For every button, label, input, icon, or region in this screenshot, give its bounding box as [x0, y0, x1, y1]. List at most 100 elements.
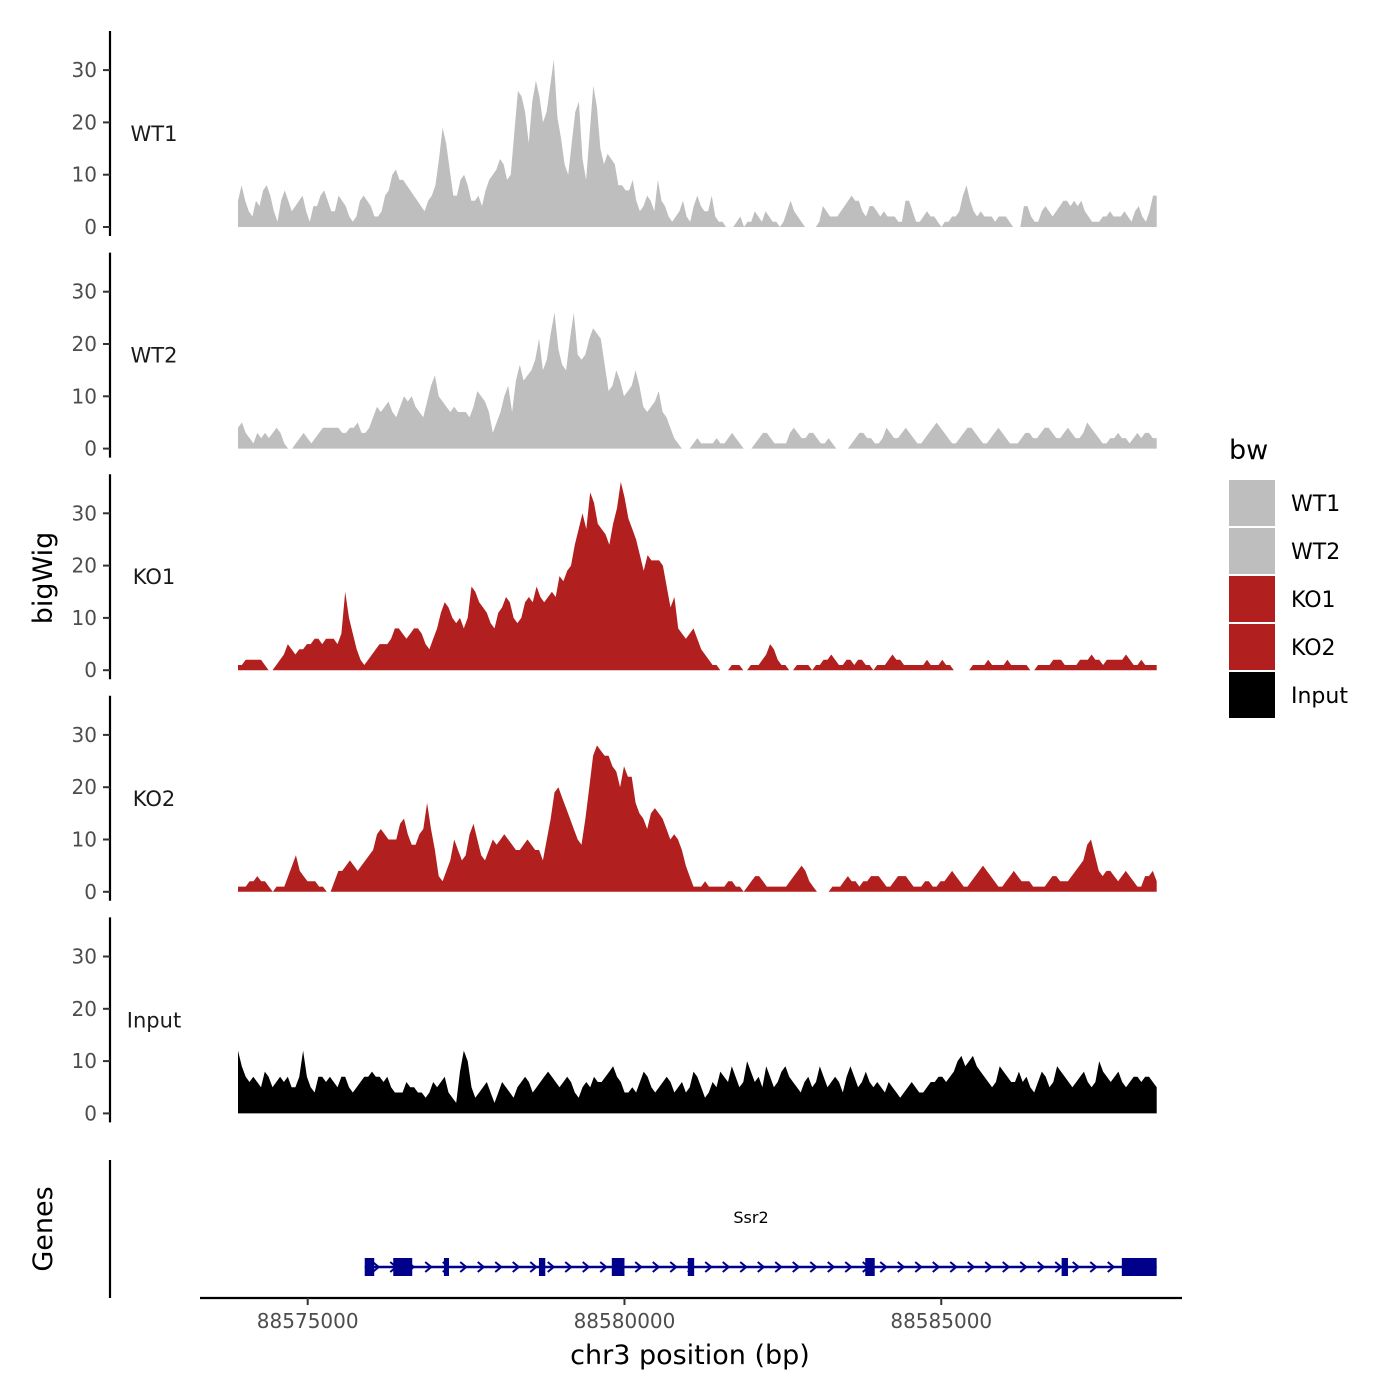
track-ko2: 0 10 20 30 KO2	[72, 695, 1157, 904]
y-tick-label: 30	[72, 501, 97, 525]
y-tick-label: 10	[72, 163, 97, 187]
y-tick-label: 10	[72, 384, 97, 408]
legend-key-input	[1229, 672, 1275, 718]
track-wt2: 0 10 20 30 WT2	[72, 252, 1157, 461]
series-area-input	[238, 1050, 1157, 1114]
gene-exon	[538, 1258, 546, 1276]
strand-arrow	[634, 1261, 643, 1273]
gene-exon	[1121, 1258, 1157, 1276]
y-tick-label: 20	[72, 110, 97, 134]
series-area-ko1	[238, 481, 1157, 671]
strand-arrow	[1019, 1261, 1028, 1273]
strand-arrow	[564, 1261, 573, 1273]
strand-arrow	[914, 1261, 923, 1273]
strand-arrow	[739, 1261, 748, 1273]
legend-key-ko1	[1229, 576, 1275, 622]
strand-arrow	[984, 1261, 993, 1273]
strand-arrow	[599, 1261, 608, 1273]
track-label-input: Input	[127, 1008, 181, 1032]
series-area-ko2	[238, 745, 1157, 892]
y-tick-label: 0	[84, 880, 97, 904]
legend-label-input: Input	[1291, 684, 1348, 709]
strand-arrow	[809, 1261, 818, 1273]
x-tick-label: 88585000	[890, 1309, 992, 1333]
legend-key-wt2	[1229, 528, 1275, 574]
gene-exon	[364, 1258, 375, 1276]
strand-arrow	[1002, 1261, 1011, 1273]
y-tick-label: 0	[84, 1101, 97, 1125]
legend-title: bw	[1229, 435, 1268, 466]
y-tick-label: 10	[72, 828, 97, 852]
signal-tracks: 0 10 20 30 WT1 0 10 20 30 WT2 0 10 20 30 KO1 0 10 20 30 KO2…	[72, 31, 1157, 1125]
gene-name-label: Ssr2	[733, 1208, 768, 1227]
strand-arrow	[844, 1261, 853, 1273]
strand-arrow	[1089, 1261, 1098, 1273]
legend-key-ko2	[1229, 624, 1275, 670]
y-tick-label: 20	[72, 997, 97, 1021]
strand-arrow	[582, 1261, 591, 1273]
strand-arrow	[512, 1261, 521, 1273]
strand-arrow	[774, 1261, 783, 1273]
y-tick-label: 0	[84, 215, 97, 239]
gene-exon	[865, 1258, 875, 1276]
strand-arrow	[1037, 1261, 1046, 1273]
gene-exon	[611, 1258, 625, 1276]
y-tick-label: 10	[72, 606, 97, 630]
gene-exon	[443, 1258, 449, 1276]
strand-arrow	[949, 1261, 958, 1273]
strand-arrow	[529, 1261, 538, 1273]
y-tick-label: 30	[72, 280, 97, 304]
track-label-ko2: KO2	[133, 787, 176, 811]
y-tick-label: 0	[84, 437, 97, 461]
track-input: 0 10 20 30 Input	[72, 917, 1157, 1125]
strand-arrow	[897, 1261, 906, 1273]
x-axis: 88575000 88580000 88585000	[200, 1296, 1182, 1333]
strand-arrow	[459, 1261, 468, 1273]
track-label-ko1: KO1	[133, 565, 176, 589]
strand-arrow	[722, 1261, 731, 1273]
y-axis-title: bigWig	[28, 532, 59, 625]
legend: bw WT1 WT2 KO1 KO2 Input	[1229, 435, 1348, 718]
strand-arrow	[932, 1261, 941, 1273]
gene-track: Ssr2	[108, 1160, 1157, 1298]
strand-arrow	[792, 1261, 801, 1273]
y-tick-label: 0	[84, 658, 97, 682]
x-axis-title: chr3 position (bp)	[570, 1340, 810, 1371]
gene-exon	[687, 1258, 695, 1276]
series-area-wt2	[238, 312, 1157, 449]
y-tick-label: 20	[72, 332, 97, 356]
strand-arrow	[372, 1261, 381, 1273]
strand-arrow	[1054, 1261, 1063, 1273]
y-tick-label: 20	[72, 775, 97, 799]
gene-exon	[393, 1258, 413, 1276]
y-tick-label: 30	[72, 945, 97, 969]
strand-arrow	[652, 1261, 661, 1273]
x-tick-label: 88580000	[574, 1309, 676, 1333]
gene-exon	[1061, 1258, 1068, 1276]
track-label-wt2: WT2	[131, 344, 178, 368]
strand-arrow	[1107, 1261, 1116, 1273]
y-tick-label: 30	[72, 58, 97, 82]
track-label-wt1: WT1	[131, 122, 178, 146]
legend-label-ko1: KO1	[1291, 588, 1336, 613]
series-area-wt1	[238, 59, 1157, 227]
track-wt1: 0 10 20 30 WT1	[72, 31, 1157, 239]
legend-label-wt1: WT1	[1291, 492, 1340, 517]
y-tick-label: 10	[72, 1049, 97, 1073]
strand-arrow	[424, 1261, 433, 1273]
strand-arrow	[547, 1261, 556, 1273]
legend-label-ko2: KO2	[1291, 636, 1336, 661]
y-tick-label: 20	[72, 554, 97, 578]
strand-arrow	[704, 1261, 713, 1273]
x-tick-label: 88575000	[257, 1309, 359, 1333]
track-ko1: 0 10 20 30 KO1	[72, 474, 1157, 682]
strand-arrow	[967, 1261, 976, 1273]
y-tick-label: 30	[72, 723, 97, 747]
legend-key-wt1	[1229, 480, 1275, 526]
strand-arrow	[827, 1261, 836, 1273]
gene-track-title: Genes	[28, 1186, 59, 1271]
strand-arrow	[879, 1261, 888, 1273]
strand-arrow	[1072, 1261, 1081, 1273]
strand-arrow	[757, 1261, 766, 1273]
